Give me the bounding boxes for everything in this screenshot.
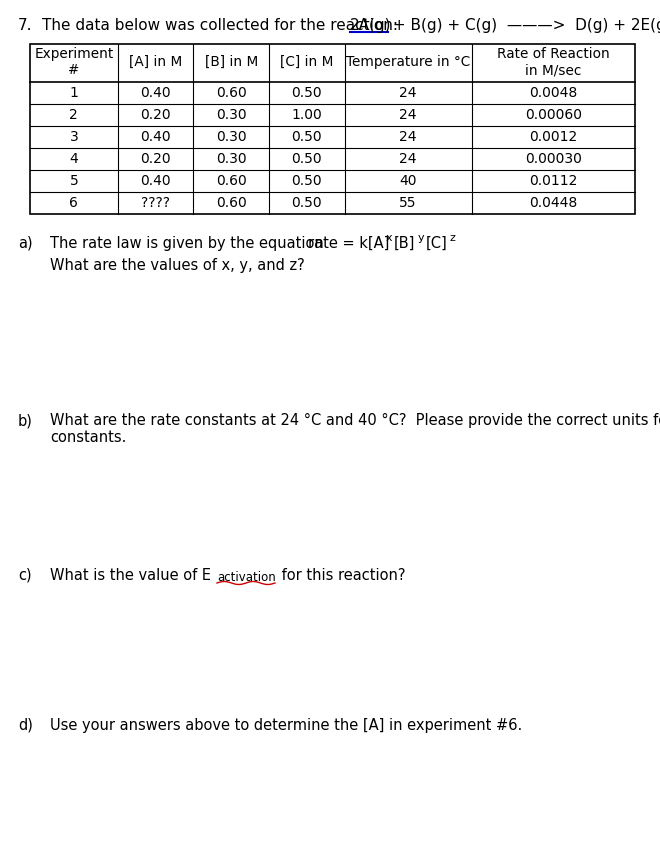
Text: activation: activation: [217, 571, 276, 584]
Text: [B]: [B]: [394, 236, 415, 251]
Text: 7.: 7.: [18, 18, 32, 33]
Text: 0.40: 0.40: [140, 130, 171, 144]
Text: [C]: [C]: [426, 236, 447, 251]
Text: What is the value of E: What is the value of E: [50, 568, 211, 583]
Text: 0.0112: 0.0112: [529, 174, 578, 188]
Text: d): d): [18, 718, 33, 733]
Text: 24: 24: [399, 130, 417, 144]
Text: 0.60: 0.60: [216, 174, 247, 188]
Text: 55: 55: [399, 196, 417, 210]
Text: ????: ????: [141, 196, 170, 210]
Text: rate = k[A]: rate = k[A]: [308, 236, 389, 251]
Text: The rate law is given by the equation: The rate law is given by the equation: [50, 236, 324, 251]
Text: + B(g) + C(g)  ———>  D(g) + 2E(g): + B(g) + C(g) ———> D(g) + 2E(g): [388, 18, 660, 33]
Text: for this reaction?: for this reaction?: [277, 568, 405, 583]
Text: Temperature in °C: Temperature in °C: [346, 55, 470, 69]
Text: 1: 1: [69, 86, 79, 100]
Text: y: y: [418, 233, 424, 243]
Text: [C] in M: [C] in M: [280, 55, 333, 69]
Text: b): b): [18, 413, 33, 428]
Text: 0.50: 0.50: [292, 86, 322, 100]
Text: [B] in M: [B] in M: [205, 55, 258, 69]
Text: 4: 4: [69, 152, 79, 166]
Text: Experiment
#: Experiment #: [34, 47, 114, 77]
Text: 0.20: 0.20: [140, 108, 171, 122]
Text: 0.30: 0.30: [216, 130, 246, 144]
Text: 0.00030: 0.00030: [525, 152, 581, 166]
Text: 0.30: 0.30: [216, 108, 246, 122]
Text: 5: 5: [69, 174, 79, 188]
Text: 0.0048: 0.0048: [529, 86, 578, 100]
Text: constants.: constants.: [50, 430, 126, 445]
Text: 0.20: 0.20: [140, 152, 171, 166]
Text: 2: 2: [69, 108, 79, 122]
Text: 0.0012: 0.0012: [529, 130, 578, 144]
Text: [A] in M: [A] in M: [129, 55, 182, 69]
Text: Rate of Reaction
in M/sec: Rate of Reaction in M/sec: [497, 47, 610, 77]
Text: The data below was collected for the reaction:: The data below was collected for the rea…: [42, 18, 398, 33]
Text: 0.50: 0.50: [292, 196, 322, 210]
Text: 40: 40: [399, 174, 417, 188]
Text: 3: 3: [69, 130, 79, 144]
Text: c): c): [18, 568, 32, 583]
Text: 0.30: 0.30: [216, 152, 246, 166]
Text: 0.00060: 0.00060: [525, 108, 582, 122]
Text: 24: 24: [399, 86, 417, 100]
Text: z: z: [450, 233, 456, 243]
Text: 6: 6: [69, 196, 79, 210]
Bar: [30, 44, 635, 214]
Text: What are the values of x, y, and z?: What are the values of x, y, and z?: [50, 258, 305, 273]
Text: 0.40: 0.40: [140, 86, 171, 100]
Text: 0.50: 0.50: [292, 152, 322, 166]
Text: 0.50: 0.50: [292, 174, 322, 188]
Text: 0.60: 0.60: [216, 86, 247, 100]
Text: 0.60: 0.60: [216, 196, 247, 210]
Text: Use your answers above to determine the [A] in experiment #6.: Use your answers above to determine the …: [50, 718, 522, 733]
Text: x: x: [386, 233, 393, 243]
Text: 24: 24: [399, 108, 417, 122]
Text: 0.50: 0.50: [292, 130, 322, 144]
Text: What are the rate constants at 24 °C and 40 °C?  Please provide the correct unit: What are the rate constants at 24 °C and…: [50, 413, 660, 428]
Text: 1.00: 1.00: [292, 108, 322, 122]
Text: a): a): [18, 236, 32, 251]
Text: 0.40: 0.40: [140, 174, 171, 188]
Text: 0.0448: 0.0448: [529, 196, 578, 210]
Text: 24: 24: [399, 152, 417, 166]
Text: 2A(g): 2A(g): [350, 18, 391, 33]
